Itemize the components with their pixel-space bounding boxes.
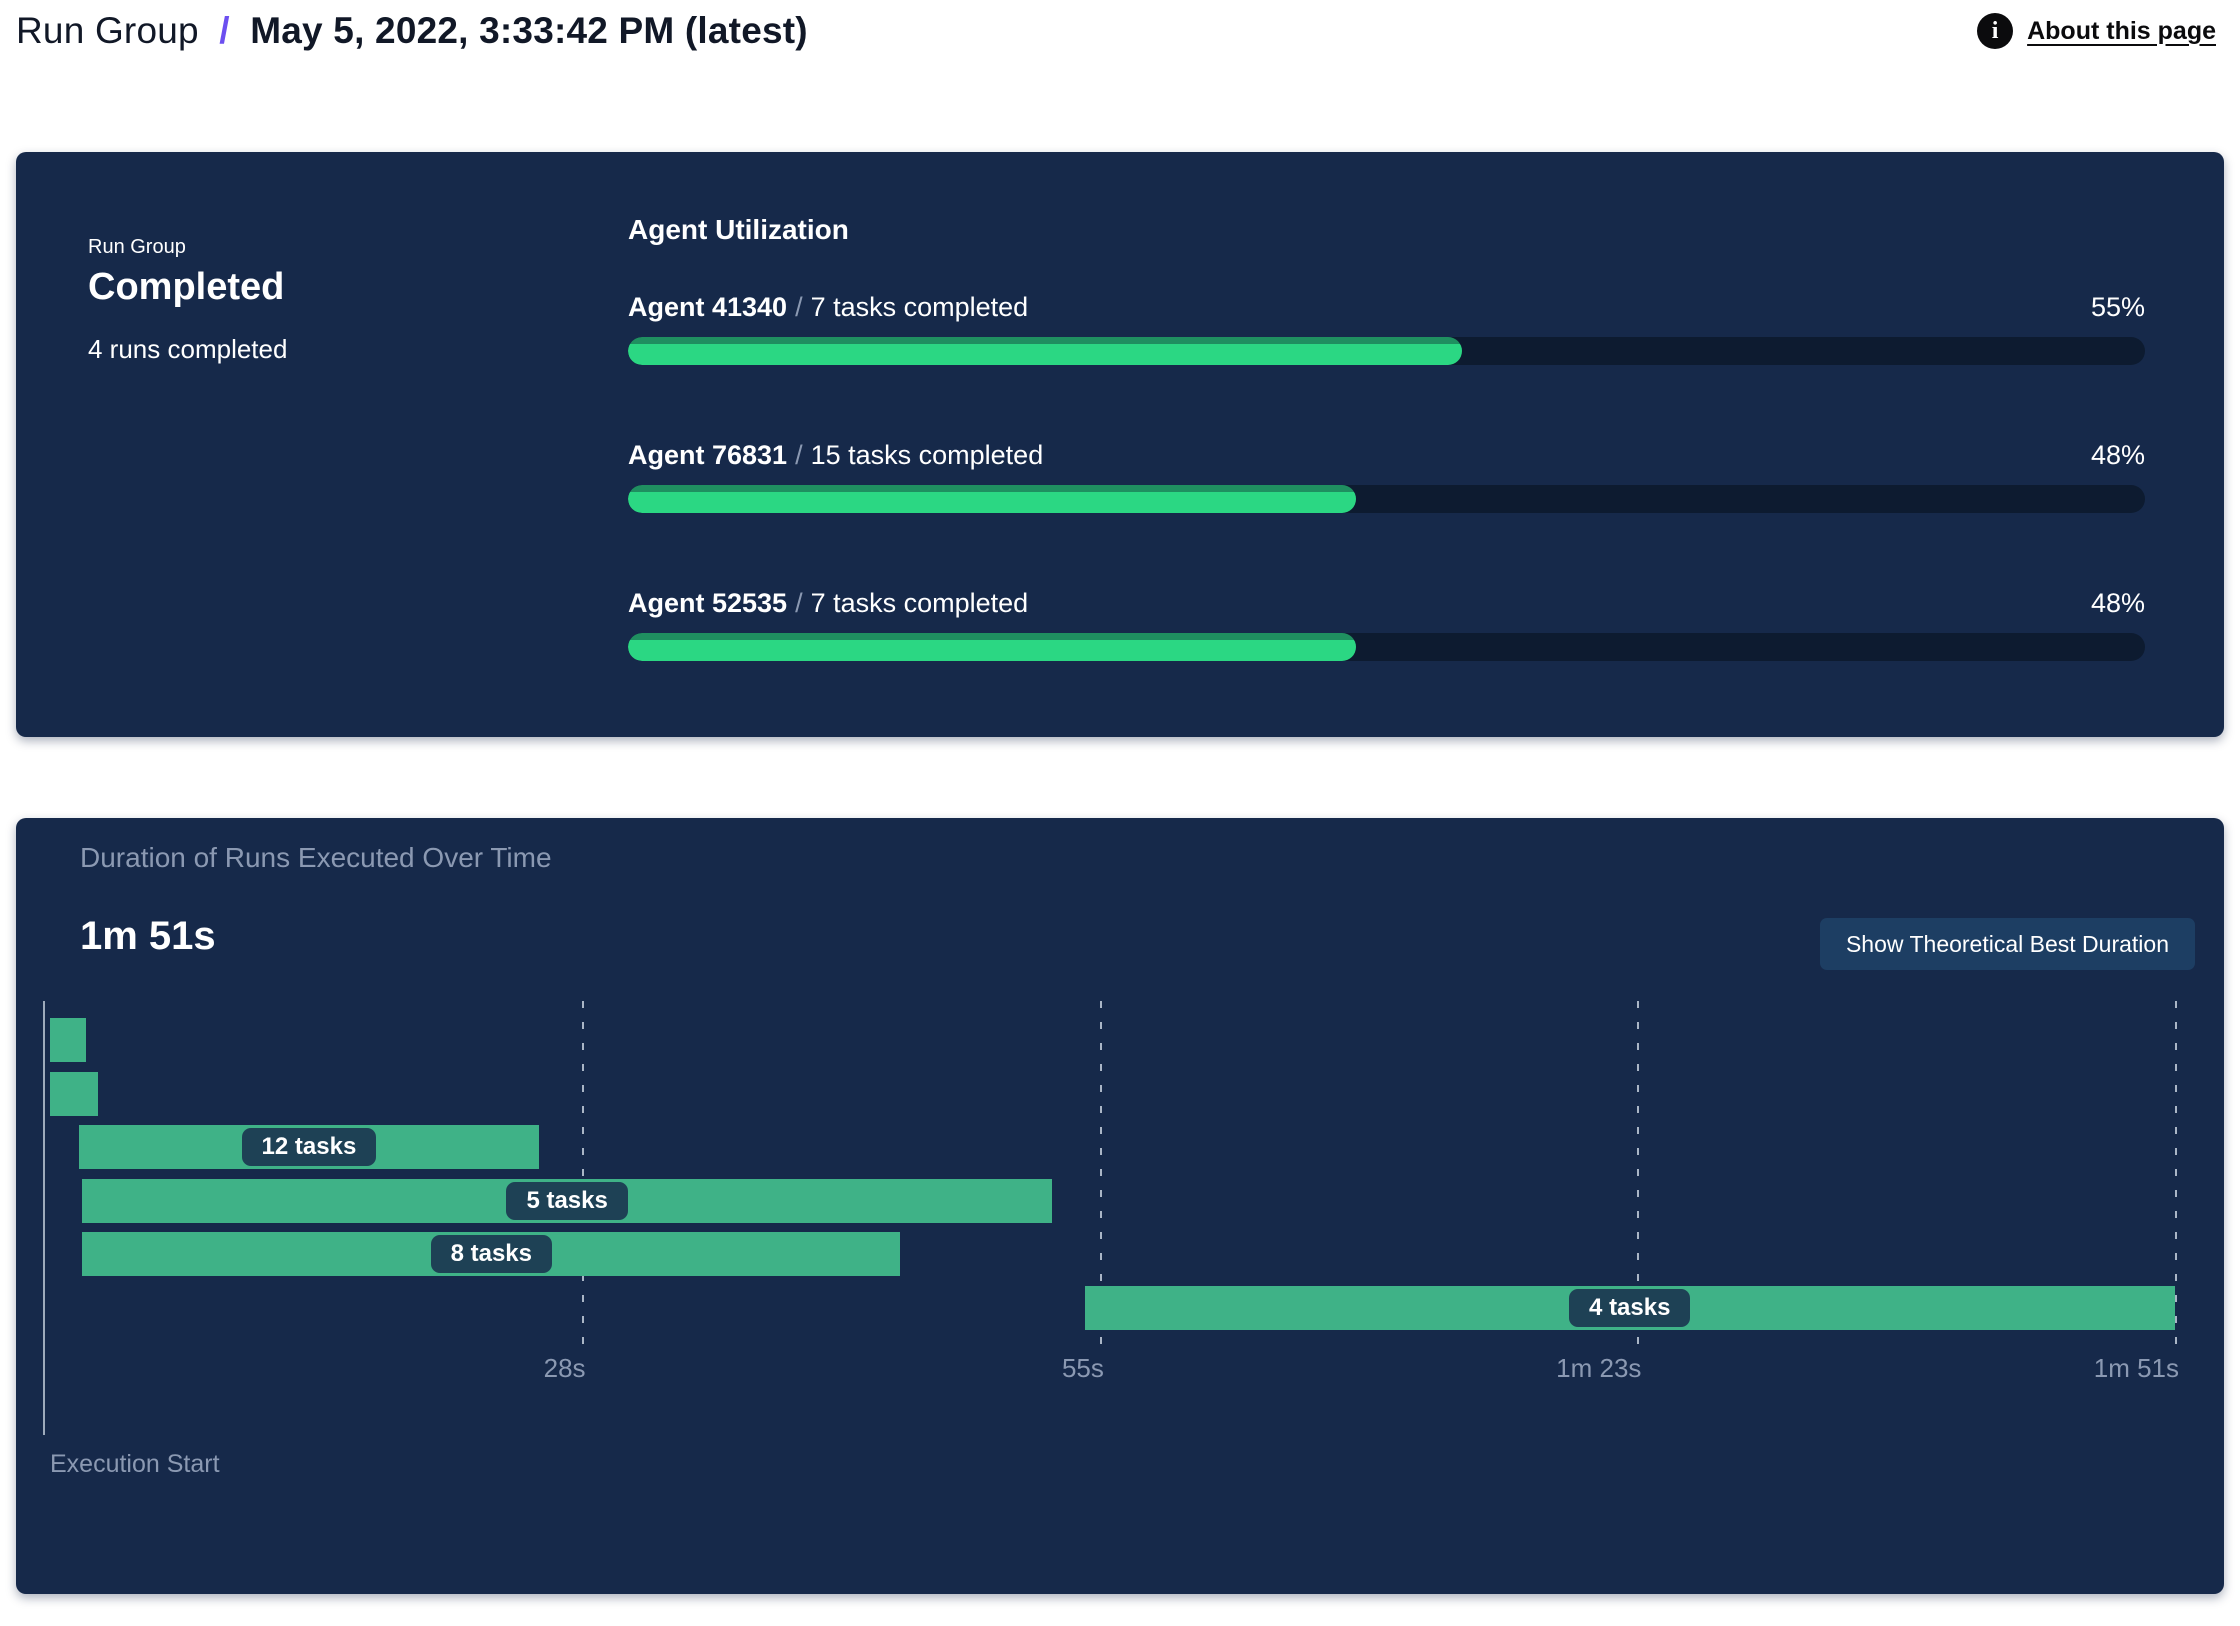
breadcrumb-run-group[interactable]: Run Group (16, 10, 199, 51)
agent-utilization-percent: 48% (2090, 588, 2145, 618)
run-duration-bar[interactable] (49, 1018, 87, 1062)
task-count-badge: 4 tasks (1569, 1289, 1691, 1327)
gridline-1m51s (2175, 1001, 2177, 1346)
info-icon[interactable]: i (1977, 13, 2014, 49)
gridline-1m23s (1637, 1001, 1640, 1346)
agent-label-separator: / (795, 440, 803, 470)
agent-utilization-progressbar (628, 485, 2145, 513)
agent-name: Agent 76831 (628, 440, 788, 470)
run-group-status-panel: Run Group Completed 4 runs completed Age… (16, 152, 2224, 737)
gridline-28s (581, 1001, 584, 1346)
agent-label-separator: / (795, 588, 803, 618)
progressbar-fill (628, 337, 1463, 365)
task-count-badge: 5 tasks (506, 1181, 628, 1220)
run-duration-bar[interactable]: 5 tasks (82, 1178, 1052, 1223)
duration-chart-title: Duration of Runs Executed Over Time (80, 842, 552, 873)
total-duration-value: 1m 51s (80, 914, 216, 958)
page-title: May 5, 2022, 3:33:42 PM (latest) (250, 10, 808, 51)
duration-chart-panel: Duration of Runs Executed Over Time 1m 5… (16, 818, 2224, 1594)
progressbar-fill (628, 485, 1357, 513)
agent-name: Agent 41340 (628, 292, 788, 322)
about-this-page-link[interactable]: About this page (2027, 16, 2216, 45)
progressbar-fill (628, 633, 1357, 661)
status-value: Completed (88, 266, 285, 308)
run-duration-bar[interactable] (49, 1071, 98, 1116)
gantt-chart: 28s 55s 1m 23s 1m 51s 12 tasks 5 tasks 8 tasks… (43, 1001, 2179, 1435)
run-duration-bar[interactable]: 8 tasks (82, 1232, 901, 1277)
run-duration-bar[interactable]: 12 tasks (78, 1125, 540, 1170)
run-duration-bar[interactable]: 4 tasks (1084, 1286, 2175, 1330)
agent-utilization-row: Agent 76831/15 tasks completed 48% (628, 440, 2145, 513)
agent-utilization-row: Agent 41340/7 tasks completed 55% (628, 292, 2145, 365)
x-axis-tick-label: 1m 51s (2093, 1353, 2179, 1383)
x-axis-tick-label: 28s (543, 1353, 586, 1383)
page-header: Run Group / May 5, 2022, 3:33:42 PM (lat… (16, 10, 2216, 52)
agent-utilization-progressbar (628, 633, 2145, 661)
agent-tasks-completed: 7 tasks completed (810, 588, 1029, 618)
gridline-55s (1099, 1001, 1102, 1346)
agent-utilization-percent: 55% (2090, 292, 2145, 322)
agent-tasks-completed: 7 tasks completed (810, 292, 1029, 322)
agent-utilization-row: Agent 52535/7 tasks completed 48% (628, 588, 2145, 661)
status-label: Run Group (88, 236, 186, 258)
breadcrumb-separator: / (219, 10, 230, 51)
agent-utilization-progressbar (628, 337, 2145, 365)
execution-start-label: Execution Start (50, 1450, 220, 1478)
task-count-badge: 8 tasks (430, 1235, 552, 1274)
about-this-page: i About this page (1977, 13, 2216, 49)
show-theoretical-best-duration-button[interactable]: Show Theoretical Best Duration (1819, 918, 2195, 970)
task-count-badge: 12 tasks (241, 1128, 377, 1167)
agent-tasks-completed: 15 tasks completed (810, 440, 1044, 470)
x-axis-tick-label: 1m 23s (1556, 1353, 1642, 1383)
agent-utilization-percent: 48% (2090, 440, 2145, 470)
x-axis-tick-label: 55s (1061, 1353, 1104, 1383)
execution-start-axis-line (43, 1001, 45, 1435)
breadcrumb: Run Group / May 5, 2022, 3:33:42 PM (lat… (16, 10, 808, 52)
status-subtext: 4 runs completed (88, 334, 288, 364)
agent-name: Agent 52535 (628, 588, 788, 618)
agent-label-separator: / (795, 292, 803, 322)
agent-utilization-title: Agent Utilization (628, 214, 849, 245)
